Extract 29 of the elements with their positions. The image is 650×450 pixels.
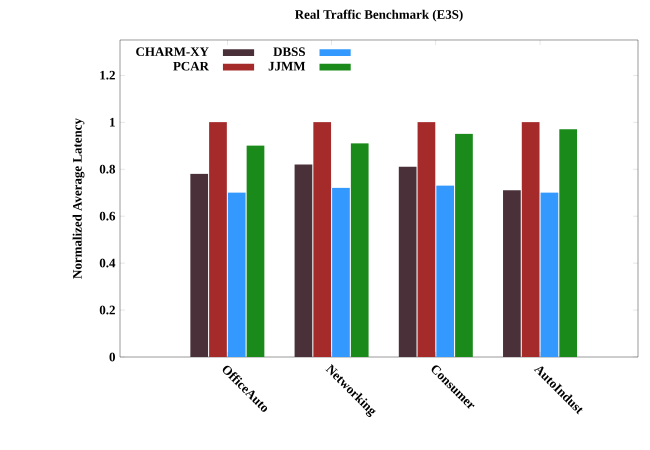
bar [332,188,350,357]
bar [436,186,454,357]
chart-title: Real Traffic Benchmark (E3S) [294,10,463,22]
bar [294,164,312,357]
bar [540,192,558,357]
bar [522,122,540,357]
bar [313,122,332,357]
bar [418,122,436,357]
y-tick-label: 0 [110,352,115,362]
y-tick-label: 0.2 [100,306,115,314]
bar [559,129,578,357]
legend-label: DBSS [273,47,305,56]
y-tick-label: 1.2 [100,70,115,80]
legend-label: JJMM [268,62,306,71]
y-tick-label: 0.6 [100,212,116,221]
y-tick-label: 0.4 [100,258,116,268]
bar [398,166,417,357]
bar [455,134,473,357]
legend-label: PCAR [173,62,210,71]
bar [209,122,227,357]
y-axis-title: Normalized Average Latency [72,118,84,279]
legend-label: CHARM-XY [136,47,209,56]
y-tick-label: 1 [110,118,115,126]
y-tick-label: 0.8 [100,164,116,174]
bar [190,174,208,357]
bar [503,190,521,357]
bar [350,143,369,357]
bar [246,146,264,357]
bar [228,192,246,357]
